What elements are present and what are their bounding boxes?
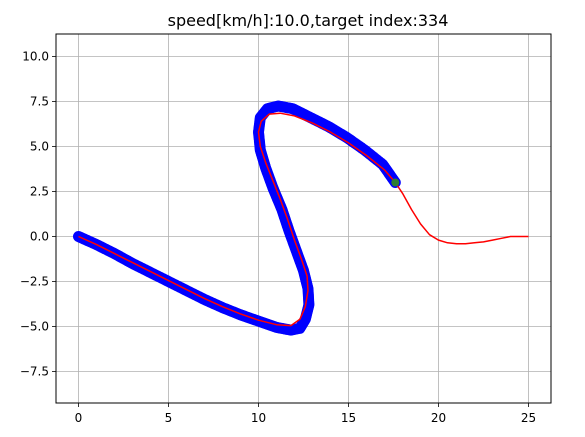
axis-ticks: 0 5 10 15 20 25 −7.5 −5.0 −2.5 0.0 2.5 5.0 7.5 10.0	[20, 50, 536, 426]
x-tick-label: 20	[431, 411, 446, 425]
target-point	[391, 178, 400, 187]
x-tick-label: 5	[165, 411, 173, 425]
x-tick-label: 10	[251, 411, 266, 425]
y-tick-label: −7.5	[20, 365, 49, 379]
x-tick-label: 15	[341, 411, 356, 425]
y-tick-label: 2.5	[30, 185, 49, 199]
chart-title: speed[km/h]:10.0,target index:334	[168, 11, 449, 30]
y-tick-label: 7.5	[30, 95, 49, 109]
axes-frame	[55, 33, 552, 404]
y-tick-label: 10.0	[22, 50, 49, 64]
grid	[56, 34, 551, 403]
x-tick-label: 25	[521, 411, 536, 425]
y-tick-label: −2.5	[20, 275, 49, 289]
course-line	[78, 112, 529, 327]
y-tick-label: 0.0	[30, 230, 49, 244]
plot-series	[73, 100, 529, 336]
x-tick-label: 0	[75, 411, 83, 425]
y-tick-label: 5.0	[30, 140, 49, 154]
y-tick-label: −5.0	[20, 320, 49, 334]
